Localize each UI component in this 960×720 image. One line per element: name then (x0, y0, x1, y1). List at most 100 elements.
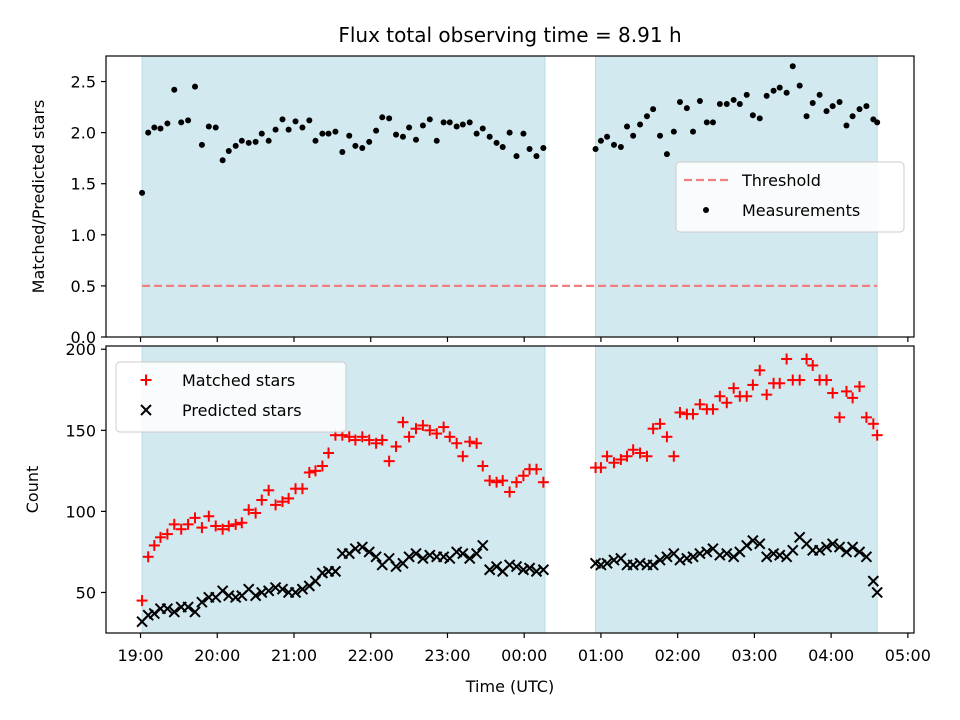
measurement-point (379, 114, 386, 121)
plot-area (136, 353, 883, 628)
matched-star-point (741, 390, 753, 402)
measurement-point (332, 128, 339, 135)
measurement-point (690, 128, 697, 135)
legend-label: Matched stars (182, 371, 295, 390)
matched-star-point (217, 523, 229, 535)
predicted-star-point (846, 541, 859, 553)
predicted-star-point (390, 560, 402, 573)
matched-star-point (747, 379, 759, 391)
matched-star-point (654, 418, 666, 430)
matched-star-point (376, 434, 388, 446)
matched-star-point (210, 520, 222, 532)
predicted-star-point (523, 562, 536, 574)
matched-star-point (511, 476, 523, 488)
measurement-point (339, 149, 346, 156)
predicted-star-point (871, 586, 883, 599)
matched-star-point (537, 476, 549, 488)
matched-star-point (530, 463, 542, 475)
legend-box (675, 161, 905, 233)
matched-star-point (296, 483, 308, 495)
matched-star-point (175, 523, 187, 535)
matched-star-point (323, 447, 335, 459)
measurement-point (212, 124, 219, 131)
matched-star-point (477, 460, 489, 472)
matched-star-point (721, 397, 733, 409)
matched-star-point (438, 421, 450, 433)
predicted-star-point (262, 585, 275, 597)
measurement-point (279, 116, 286, 123)
predicted-star-point (701, 546, 713, 558)
measurement-point (676, 98, 683, 105)
matched-star-point (668, 450, 680, 462)
measurement-point (703, 119, 710, 126)
predicted-star-point (661, 551, 673, 563)
matched-star-point (236, 517, 248, 529)
legend-label: Predicted stars (182, 401, 302, 420)
x-tick-label: 19:00 (117, 646, 163, 665)
measurement-point (292, 118, 299, 125)
matched-star-point (276, 496, 288, 508)
matched-star-point (383, 455, 395, 467)
measurement-point (829, 103, 836, 110)
chart-title: Flux total observing time = 8.91 h (338, 23, 681, 47)
matched-star-point (182, 518, 194, 530)
measurement-point (736, 101, 743, 108)
measurement-point (386, 115, 393, 122)
measurement-point (413, 136, 420, 143)
matched-star-point (243, 504, 255, 516)
matched-star-point (196, 522, 208, 534)
measurement-point (479, 125, 486, 132)
matched-star-point (687, 408, 699, 420)
predicted-star-point (403, 551, 415, 563)
predicted-star-point (833, 541, 846, 553)
y-tick-label: 200 (65, 340, 96, 359)
predicted-star-point (477, 539, 489, 552)
predicted-star-point (189, 606, 201, 618)
predicted-star-point (289, 586, 302, 599)
predicted-star-point (329, 565, 342, 578)
predicted-star-point (853, 546, 866, 558)
measurement-point (373, 127, 380, 134)
y-tick-label: 1.5 (71, 175, 96, 194)
measurement-point (192, 83, 199, 90)
x-axis-title: Time (UTC) (465, 677, 554, 696)
matched-star-point (316, 460, 328, 472)
measurement-point (730, 96, 737, 103)
matched-star-point (363, 434, 375, 446)
measurement-point (198, 141, 205, 148)
measurement-point (657, 132, 664, 139)
measurement-point (856, 106, 863, 113)
predicted-star-point (196, 596, 208, 608)
predicted-star-point (370, 551, 382, 563)
matched-star-point (309, 465, 321, 477)
predicted-star-point (161, 602, 174, 615)
measurement-point (663, 151, 670, 158)
measurement-point (803, 113, 810, 120)
matched-star-point (781, 353, 793, 365)
measurement-point (151, 124, 158, 131)
measurement-point (709, 119, 716, 126)
measurement-point (849, 113, 856, 120)
predicted-star-point (168, 606, 180, 618)
measurement-point (185, 117, 192, 124)
measurement-point (683, 105, 690, 112)
matched-star-point (370, 437, 382, 449)
predicted-star-point (510, 560, 523, 573)
x-tick-label: 00:00 (501, 646, 547, 665)
matched-star-point (601, 450, 613, 462)
measurement-point (789, 63, 796, 70)
measurement-point (366, 138, 373, 145)
measurement-point (783, 89, 790, 96)
measurement-point (299, 124, 306, 131)
matched-star-point (595, 462, 607, 474)
legend-box (115, 361, 347, 433)
matched-star-point (444, 431, 456, 443)
measurement-point (743, 91, 750, 98)
predicted-star-point (647, 559, 659, 571)
measurement-point (139, 189, 146, 196)
y-tick-label: 2.5 (71, 73, 96, 92)
measurement-point (756, 115, 763, 122)
matched-star-point (390, 441, 402, 453)
measurement-point (506, 129, 513, 136)
panel-frame (105, 345, 915, 634)
